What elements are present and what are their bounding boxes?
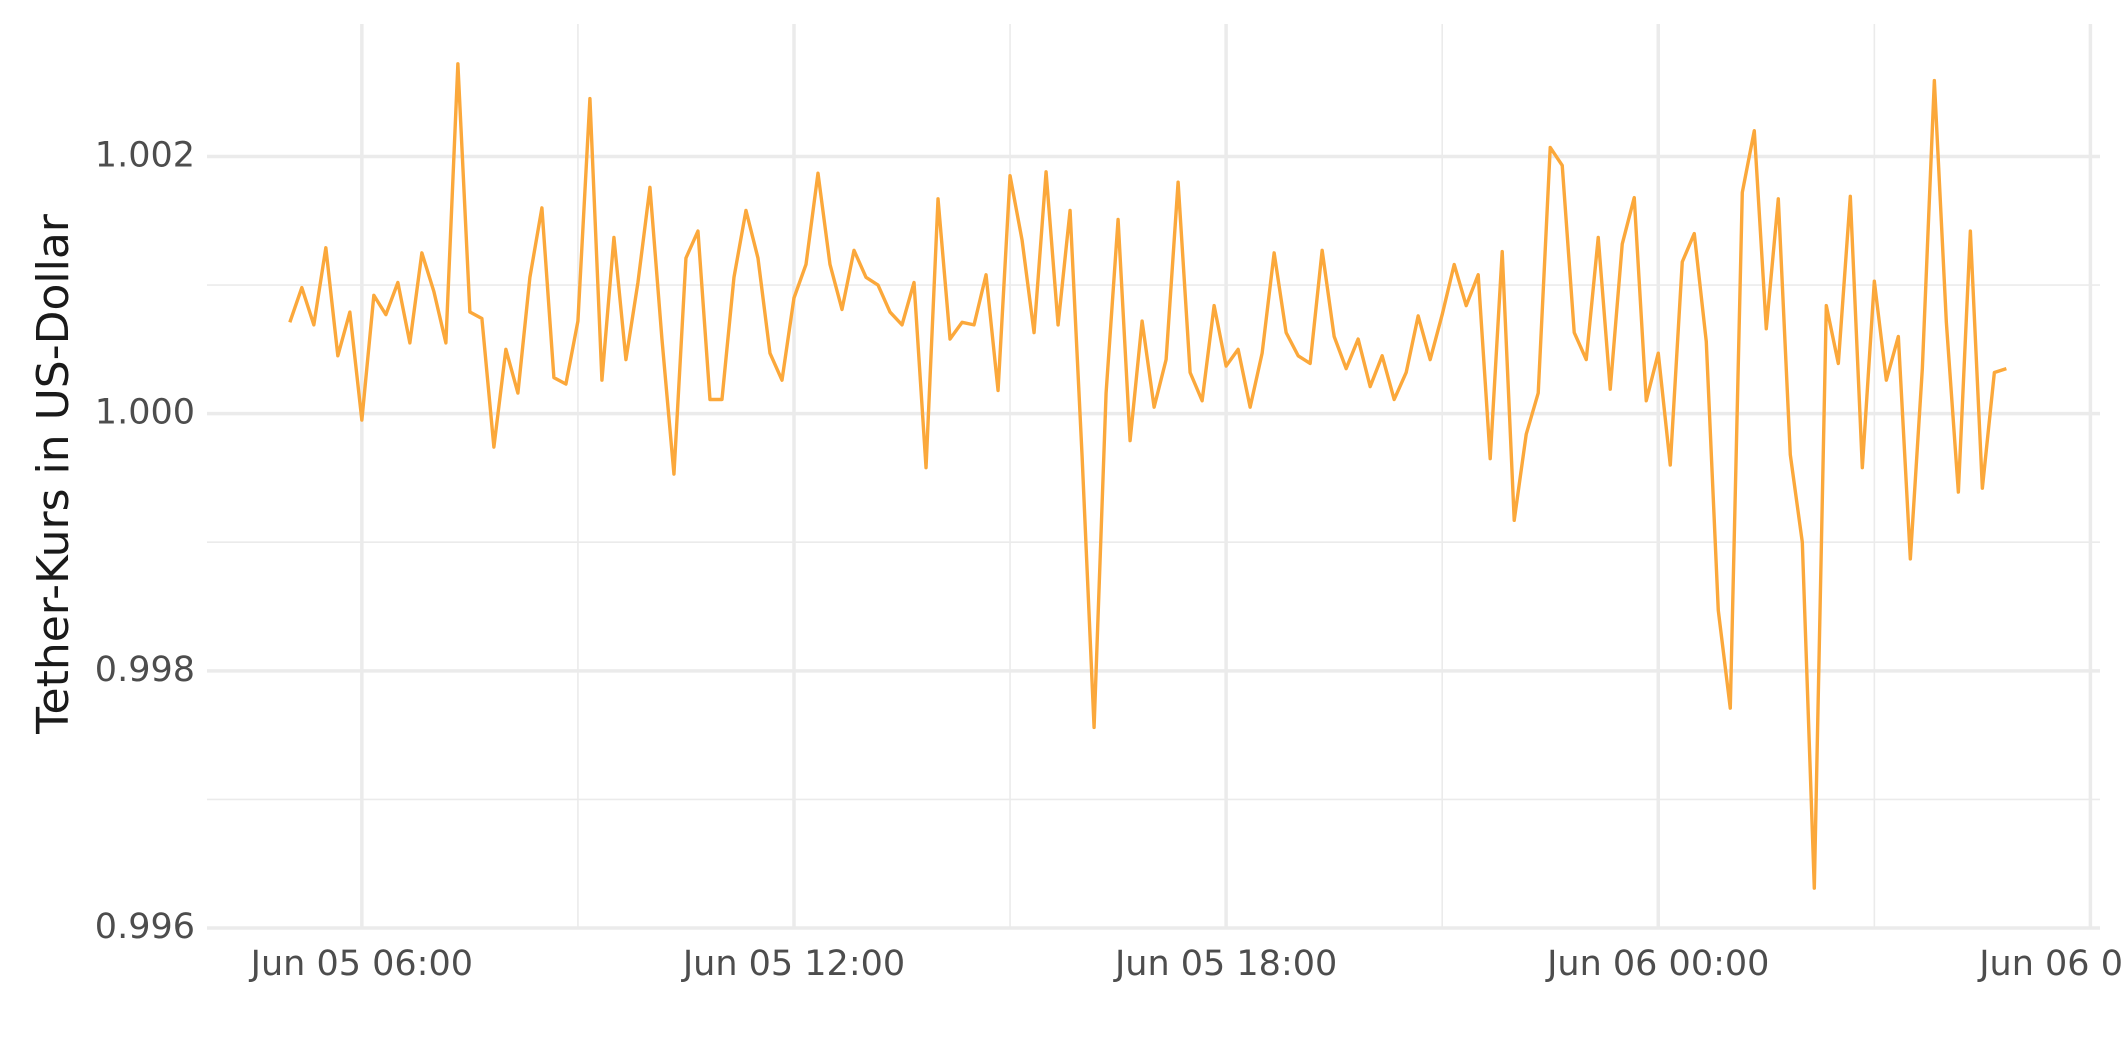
y-tick-label: 0.996 [95, 907, 195, 947]
y-tick-label: 0.998 [95, 650, 195, 690]
x-tick-label: Jun 06 06:00 [1977, 944, 2125, 984]
x-tick-label: Jun 05 18:00 [1113, 944, 1337, 984]
x-tick-label: Jun 06 00:00 [1545, 944, 1769, 984]
y-axis-title: Tether-Kurs in US-Dollar [28, 213, 79, 735]
x-tick-label: Jun 05 12:00 [681, 944, 905, 984]
x-tick-label: Jun 05 06:00 [249, 944, 473, 984]
y-tick-label: 1.000 [95, 393, 195, 433]
y-tick-label: 1.002 [95, 135, 195, 175]
price-line [288, 62, 2007, 890]
